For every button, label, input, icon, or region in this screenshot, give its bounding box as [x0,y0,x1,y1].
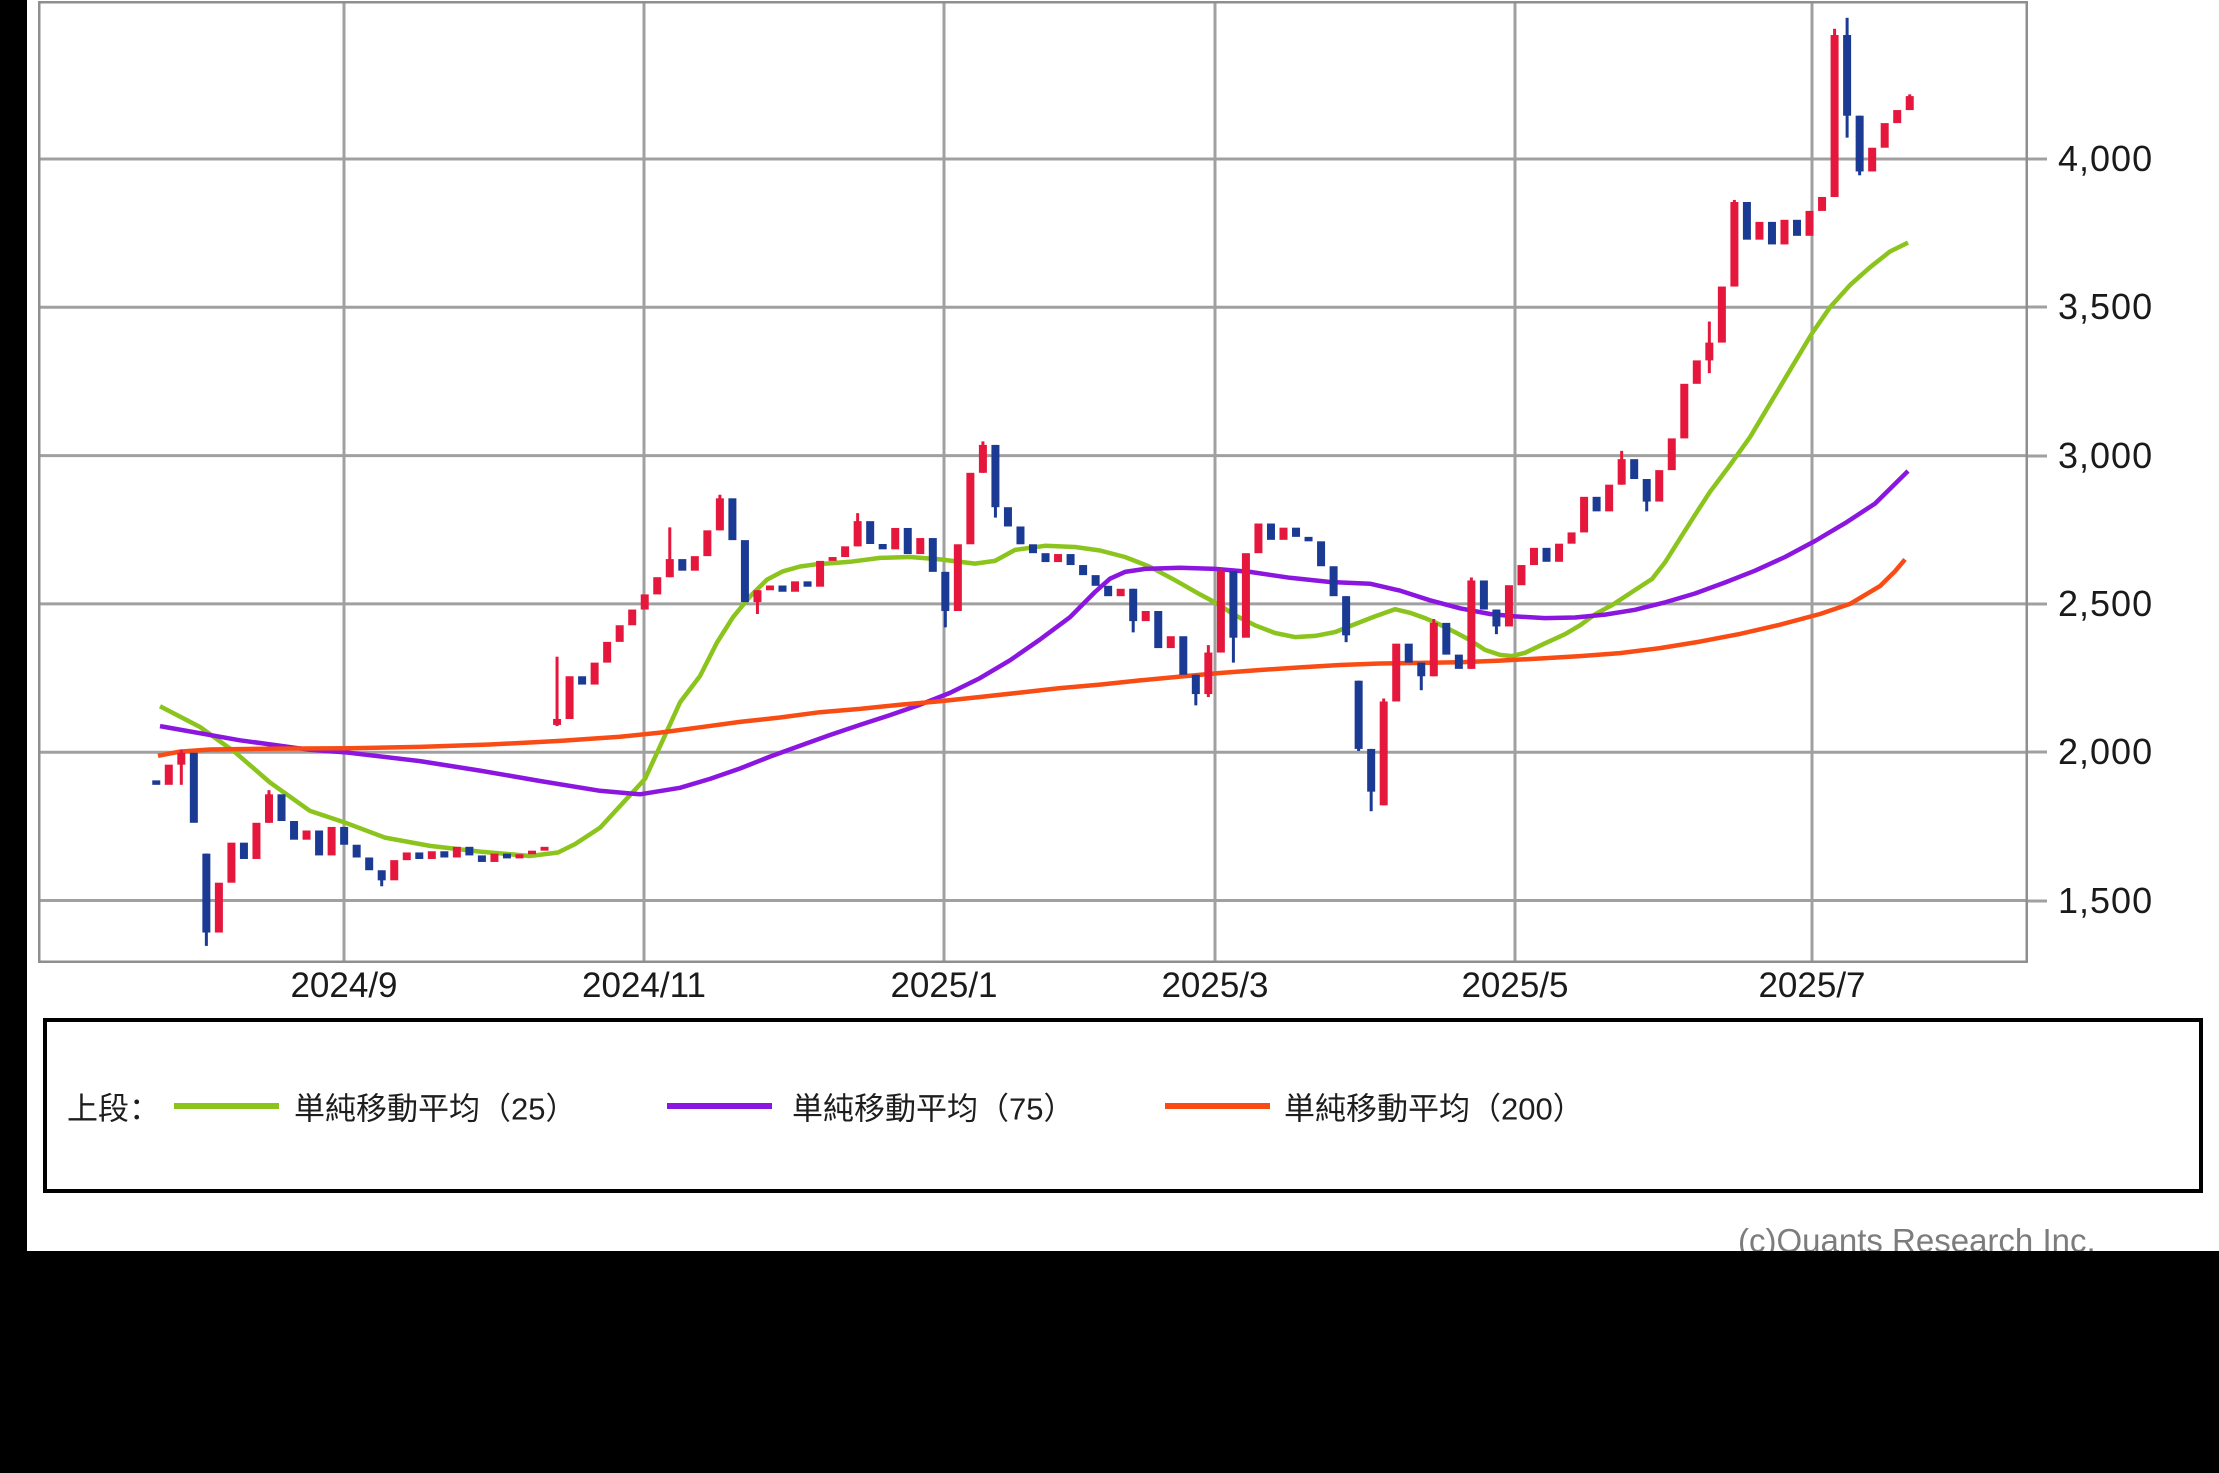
y-axis-label: 1,500 [2058,879,2154,921]
y-axis-tick [2028,602,2047,606]
y-axis-tick [2028,899,2047,902]
x-axis-label: 2024/9 [290,966,398,1005]
legend-label-sma75: 単純移動平均（75） [792,1091,1075,1126]
sma75-line-swatch [667,1102,772,1109]
bottom-black-bar [0,1251,2219,1473]
y-axis-tick [2028,157,2047,161]
x-axis-label: 2024/11 [582,966,706,1005]
sma25-line-swatch [174,1102,279,1109]
x-axis-label: 2025/3 [1161,966,1269,1005]
y-axis-label: 4,000 [2058,138,2154,179]
y-axis-label: 2,500 [2058,582,2154,624]
y-axis-tick [2028,454,2047,458]
price-chart [38,1,2028,963]
legend-label-sma200: 単純移動平均（200） [1284,1091,1584,1126]
legend-prefix: 上段： [67,1091,160,1126]
y-axis-label: 3,500 [2058,286,2154,328]
legend-label-sma25: 単純移動平均（25） [294,1091,577,1126]
legend-box: 上段： 単純移動平均（25） 単純移動平均（75） 単純移動平均（200） [43,1018,2203,1193]
sma200-line-swatch [1165,1102,1270,1109]
x-axis-label: 2025/5 [1461,966,1569,1005]
y-axis-tick [2028,305,2047,309]
left-black-margin [0,0,27,1473]
y-axis-label: 3,000 [2058,434,2154,476]
y-axis-tick [2028,750,2047,754]
x-axis-label: 2025/1 [890,966,998,1005]
x-axis-label: 2025/7 [1758,966,1866,1005]
candlestick-chart-canvas [38,1,2028,963]
y-axis-label: 2,000 [2058,731,2154,773]
